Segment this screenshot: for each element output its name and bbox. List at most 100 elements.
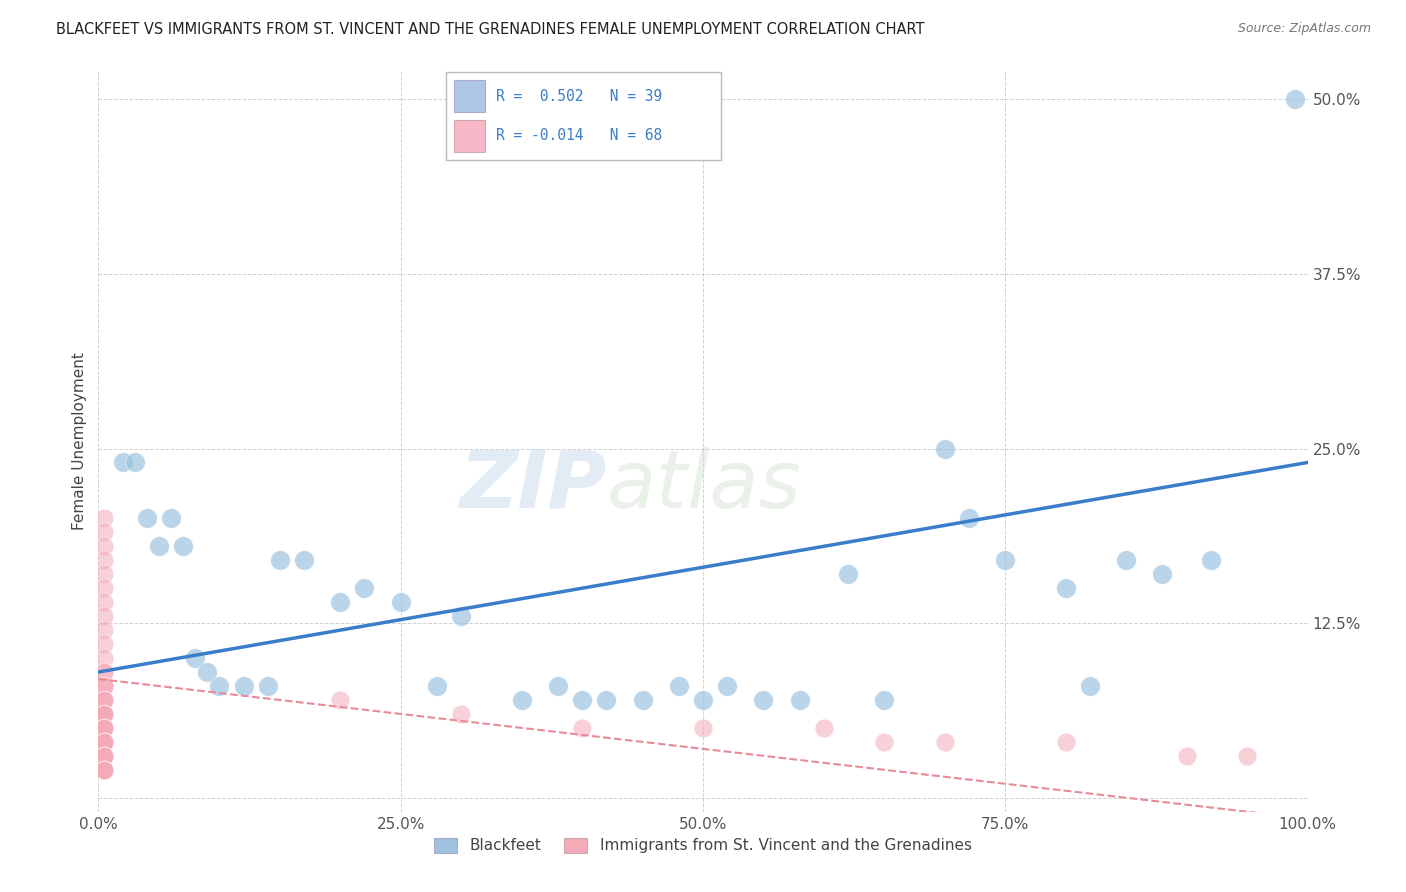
Point [93,721,115,735]
Point [93,721,115,735]
Point [93,706,115,721]
Point [934,735,956,749]
Point [1078,679,1101,693]
Point [934,442,956,456]
Point [93,748,115,763]
Point [631,693,654,707]
Point [124,455,146,469]
Point [93,763,115,777]
Point [957,511,980,525]
Text: atlas: atlas [606,447,801,525]
Point [1284,92,1306,106]
Text: R = -0.014   N = 68: R = -0.014 N = 68 [496,128,662,143]
Legend: Blackfeet, Immigrants from St. Vincent and the Grenadines: Blackfeet, Immigrants from St. Vincent a… [429,831,977,860]
Point [93,763,115,777]
Point [93,763,115,777]
Point [389,595,412,609]
Point [994,553,1017,567]
Point [1175,748,1198,763]
Point [93,748,115,763]
Point [1236,748,1258,763]
Point [93,763,115,777]
Point [93,525,115,540]
Point [93,735,115,749]
Point [789,693,811,707]
Point [692,693,714,707]
Point [510,693,533,707]
Point [329,693,352,707]
Point [668,679,690,693]
FancyBboxPatch shape [454,120,485,152]
Point [93,679,115,693]
Point [752,693,775,707]
Point [353,581,375,595]
Point [837,567,859,582]
Point [93,763,115,777]
Point [426,679,449,693]
Point [93,735,115,749]
Point [93,748,115,763]
Point [93,763,115,777]
Point [93,748,115,763]
Point [813,721,835,735]
Point [93,735,115,749]
Point [93,706,115,721]
Point [93,735,115,749]
Point [93,609,115,624]
Point [93,539,115,553]
Text: Source: ZipAtlas.com: Source: ZipAtlas.com [1237,22,1371,36]
Point [93,735,115,749]
Point [93,693,115,707]
Point [93,748,115,763]
Point [292,553,315,567]
Point [93,763,115,777]
Y-axis label: Female Unemployment: Female Unemployment [72,352,87,531]
Point [160,511,183,525]
FancyBboxPatch shape [454,80,485,112]
Point [93,665,115,679]
Point [93,679,115,693]
Point [873,693,896,707]
Point [93,735,115,749]
Point [93,748,115,763]
Point [269,553,291,567]
Point [172,539,194,553]
Point [93,748,115,763]
Point [1199,553,1222,567]
Point [93,721,115,735]
Point [93,706,115,721]
Point [93,735,115,749]
Point [571,693,593,707]
Point [93,623,115,637]
Point [1152,567,1174,582]
Point [93,735,115,749]
Point [450,609,472,624]
Point [111,455,134,469]
Point [93,748,115,763]
Point [93,637,115,651]
FancyBboxPatch shape [446,72,721,160]
Point [195,665,218,679]
Point [93,567,115,582]
Point [232,679,254,693]
Point [93,553,115,567]
Point [93,693,115,707]
Point [184,651,207,665]
Point [93,679,115,693]
Point [93,693,115,707]
Point [93,763,115,777]
Text: ZIP: ZIP [458,447,606,525]
Point [148,539,170,553]
Point [692,721,714,735]
Point [93,595,115,609]
Point [93,721,115,735]
Point [93,763,115,777]
Point [1054,581,1077,595]
Point [595,693,617,707]
Point [93,735,115,749]
Text: BLACKFEET VS IMMIGRANTS FROM ST. VINCENT AND THE GRENADINES FEMALE UNEMPLOYMENT : BLACKFEET VS IMMIGRANTS FROM ST. VINCENT… [56,22,925,37]
Point [716,679,738,693]
Text: R =  0.502   N = 39: R = 0.502 N = 39 [496,89,662,103]
Point [93,581,115,595]
Point [450,706,472,721]
